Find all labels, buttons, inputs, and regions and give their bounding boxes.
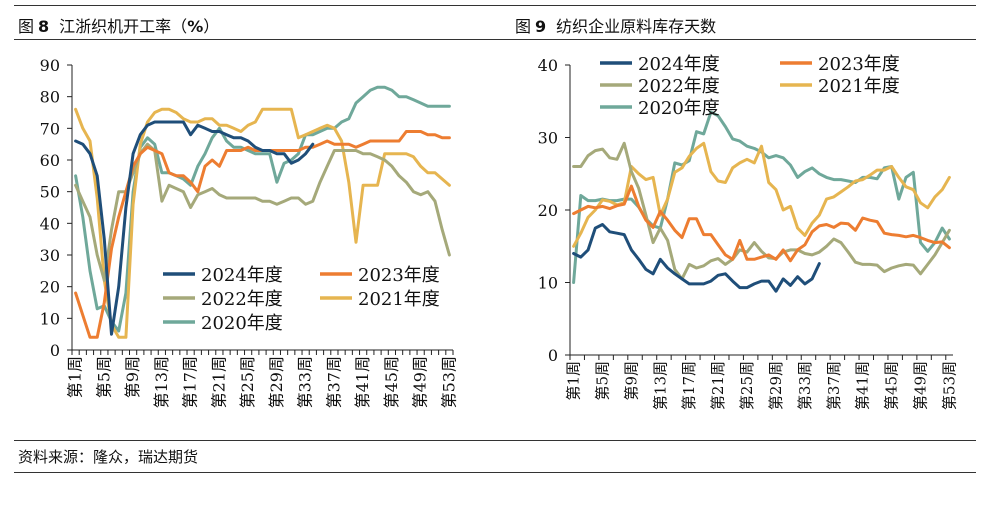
x-tick-label: 第37周 — [324, 356, 343, 408]
legend-label: 2020年度 — [201, 313, 283, 334]
x-tick-label: 第5周 — [594, 361, 612, 401]
y-tick-label: 50 — [40, 183, 60, 202]
x-tick-label: 第29周 — [767, 361, 785, 410]
x-tick-label: 第17周 — [680, 361, 698, 410]
x-tick-label: 第49周 — [911, 361, 929, 410]
x-tick-label: 第25周 — [738, 361, 756, 410]
figure-9-title: 纺织企业原料库存天数 — [556, 17, 717, 36]
figure-8-label: 图 — [18, 17, 35, 36]
y-tick-label: 90 — [40, 56, 60, 75]
series-line-2024年度 — [74, 120, 315, 336]
series-line-2021年度 — [572, 141, 951, 248]
x-tick-label: 第45周 — [883, 361, 901, 410]
x-tick-label: 第37周 — [825, 361, 843, 410]
source-note: 资料来源：隆众，瑞达期货 — [18, 448, 199, 466]
x-tick-label: 第17周 — [181, 356, 200, 408]
figure-8-paren-open: （ — [171, 17, 188, 36]
x-tick-label: 第33周 — [796, 361, 814, 410]
chart-1: 0 10 20 30 40 50 60 70 80 90 第1周 第5周 第9周 第13周 第17周 第21周… — [40, 56, 459, 408]
y-tick-label: 0 — [50, 341, 60, 360]
x-tick-label: 第33周 — [296, 356, 315, 408]
series-line-2024年度 — [572, 223, 821, 293]
legend-label: 2023年度 — [818, 54, 900, 75]
figure-8-caption: 图 8 江浙织机开工率（%） — [18, 13, 219, 37]
source-rule-top — [14, 440, 976, 441]
legend-label: 2022年度 — [201, 289, 283, 310]
legend-label: 2021年度 — [818, 76, 900, 97]
x-tick-label: 第13周 — [152, 356, 171, 408]
series-line-2023年度 — [572, 184, 951, 263]
x-tick-label: 第21周 — [709, 361, 727, 410]
y-tick-label: 40 — [538, 56, 558, 75]
legend-label: 2020年度 — [638, 98, 720, 119]
legend-label: 2022年度 — [638, 76, 720, 97]
x-tick-label: 第41周 — [854, 361, 872, 410]
y-tick-label: 20 — [538, 201, 558, 220]
x-tick-label: 第41周 — [353, 356, 372, 408]
y-tick-label: 10 — [40, 309, 60, 328]
figure-8-paren-close: ） — [203, 17, 220, 36]
x-tick-label: 第29周 — [267, 356, 286, 408]
y-tick-label: 20 — [40, 278, 60, 297]
x-tick-label: 第1周 — [565, 361, 583, 401]
x-tick-label: 第49周 — [411, 356, 430, 408]
figure-9-caption: 图 9 纺织企业原料库存天数 — [515, 13, 716, 37]
x-tick-label: 第1周 — [66, 356, 85, 398]
series-line-2022年度 — [572, 141, 951, 281]
x-tick-label: 第9周 — [622, 361, 640, 401]
y-tick-label: 10 — [538, 274, 558, 293]
y-tick-label: 80 — [40, 88, 60, 107]
x-tick-label: 第13周 — [651, 361, 669, 410]
y-tick-label: 30 — [40, 246, 60, 265]
figure-9-number: 9 — [535, 17, 547, 36]
legend-label: 2024年度 — [201, 265, 283, 286]
legend-label: 2024年度 — [638, 54, 720, 75]
legend-label: 2023年度 — [358, 265, 440, 286]
y-tick-label: 0 — [548, 346, 558, 365]
y-tick-label: 30 — [538, 129, 558, 148]
x-tick-label: 第5周 — [94, 356, 113, 398]
y-tick-label: 60 — [40, 151, 60, 170]
x-tick-label: 第53周 — [439, 356, 458, 408]
x-tick-label: 第9周 — [123, 356, 142, 398]
source-rule-bottom — [14, 472, 976, 473]
x-tick-label: 第21周 — [209, 356, 228, 408]
figure-8-unit: % — [187, 17, 204, 36]
caption-rule — [14, 39, 976, 40]
x-tick-label: 第25周 — [238, 356, 257, 408]
legend-label: 2021年度 — [358, 289, 440, 310]
y-tick-label: 40 — [40, 214, 60, 233]
figure-8-title: 江浙织机开工率 — [59, 17, 172, 36]
x-tick-label: 第53周 — [940, 361, 958, 410]
x-tick-label: 第45周 — [382, 356, 401, 408]
top-rule — [14, 5, 976, 6]
figure-8-number: 8 — [38, 17, 50, 36]
figure-9-label: 图 — [515, 17, 532, 36]
y-tick-label: 70 — [40, 119, 60, 138]
